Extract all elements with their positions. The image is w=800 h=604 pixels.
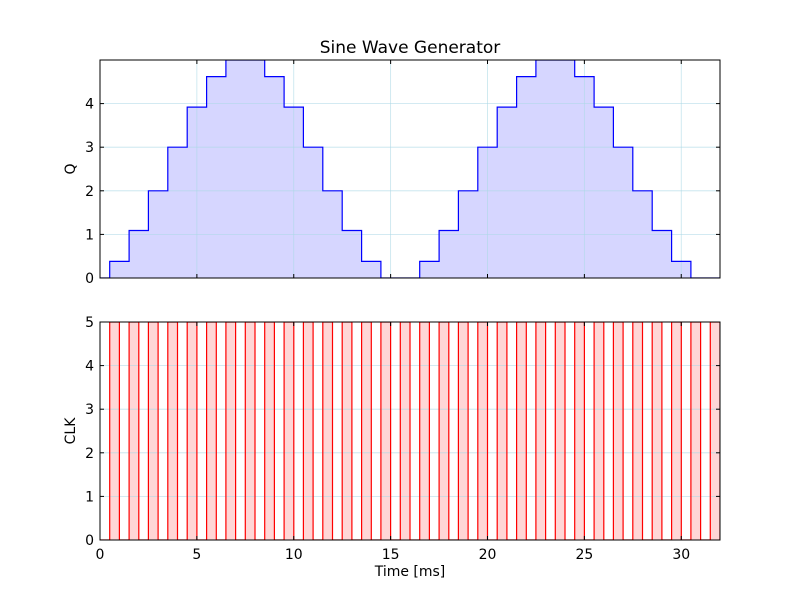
axes-frame	[99, 59, 721, 279]
chart-title: Sine Wave Generator	[320, 38, 501, 58]
y-tick-label: 1	[85, 227, 94, 243]
y-tick-label: 5	[85, 315, 94, 331]
y-tick-label: 3	[85, 402, 94, 418]
x-axis-label: Time [ms]	[374, 564, 446, 580]
series-fill	[100, 60, 720, 278]
clk-ylabel: CLK	[63, 417, 79, 445]
y-tick-label: 4	[85, 97, 94, 113]
axes-frame	[99, 321, 721, 541]
x-tick-label: 5	[192, 547, 201, 563]
y-tick-label: 2	[85, 184, 94, 200]
q-ylabel: Q	[63, 163, 79, 174]
y-tick-label: 4	[85, 359, 94, 375]
q-axes: 0 1 2 3 4	[85, 59, 721, 287]
series-line	[100, 322, 720, 540]
y-tick-label: 3	[85, 140, 94, 156]
series-line	[100, 60, 720, 278]
clk-axes: 0 5 10 15 20 25 30 0 1 2 3 4 5	[85, 315, 721, 563]
y-tick-label: 0	[85, 533, 94, 549]
x-tick-label: 0	[96, 547, 105, 563]
x-tick-label: 25	[575, 547, 593, 563]
x-tick-label: 15	[382, 547, 400, 563]
x-tick-label: 20	[479, 547, 497, 563]
y-tick-label: 2	[85, 446, 94, 462]
x-tick-label: 30	[672, 547, 690, 563]
y-tick-label: 1	[85, 489, 94, 505]
y-tick-label: 0	[85, 271, 94, 287]
x-tick-label: 10	[285, 547, 303, 563]
